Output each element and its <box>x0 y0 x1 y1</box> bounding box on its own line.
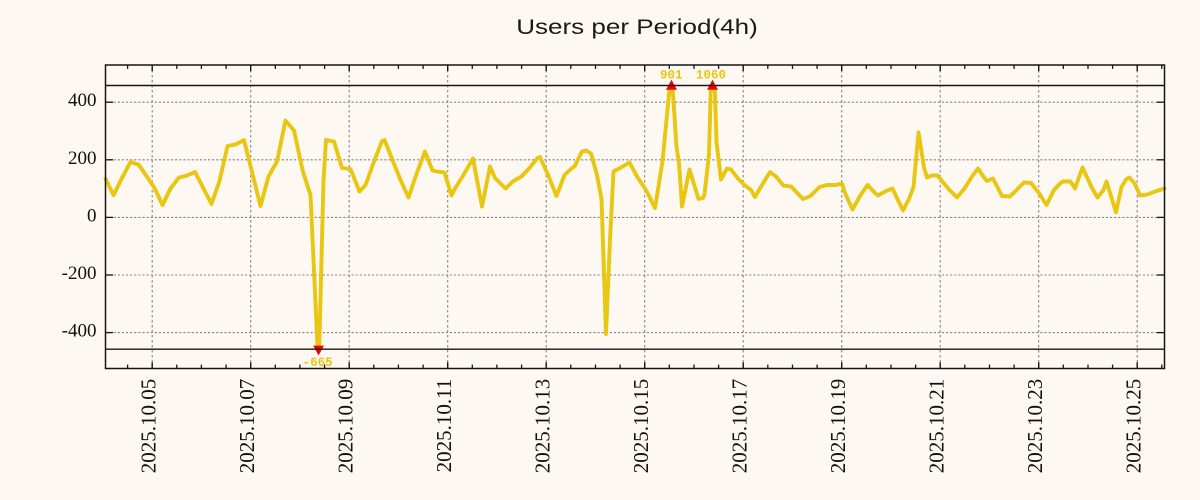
svg-text:2025.10.25: 2025.10.25 <box>1122 379 1146 474</box>
svg-text:200: 200 <box>68 148 97 169</box>
svg-text:2025.10.11: 2025.10.11 <box>432 379 456 473</box>
svg-text:400: 400 <box>68 90 97 111</box>
svg-text:-400: -400 <box>62 321 97 342</box>
svg-text:-665: -665 <box>303 356 333 370</box>
svg-text:2025.10.07: 2025.10.07 <box>235 379 259 474</box>
svg-text:2025.10.15: 2025.10.15 <box>629 379 653 474</box>
svg-text:0: 0 <box>87 205 97 226</box>
svg-text:2025.10.19: 2025.10.19 <box>826 379 850 474</box>
svg-text:2025.10.13: 2025.10.13 <box>531 379 555 474</box>
svg-text:2025.10.17: 2025.10.17 <box>728 379 752 474</box>
svg-text:2025.10.05: 2025.10.05 <box>137 379 161 474</box>
svg-text:-200: -200 <box>62 263 97 284</box>
svg-text:1060: 1060 <box>696 68 726 82</box>
svg-text:2025.10.21: 2025.10.21 <box>925 379 949 474</box>
svg-text:2025.10.09: 2025.10.09 <box>334 379 358 474</box>
svg-text:2025.10.23: 2025.10.23 <box>1023 379 1047 474</box>
svg-text:901: 901 <box>660 68 683 82</box>
svg-text:Users per Period(4h): Users per Period(4h) <box>516 16 758 39</box>
